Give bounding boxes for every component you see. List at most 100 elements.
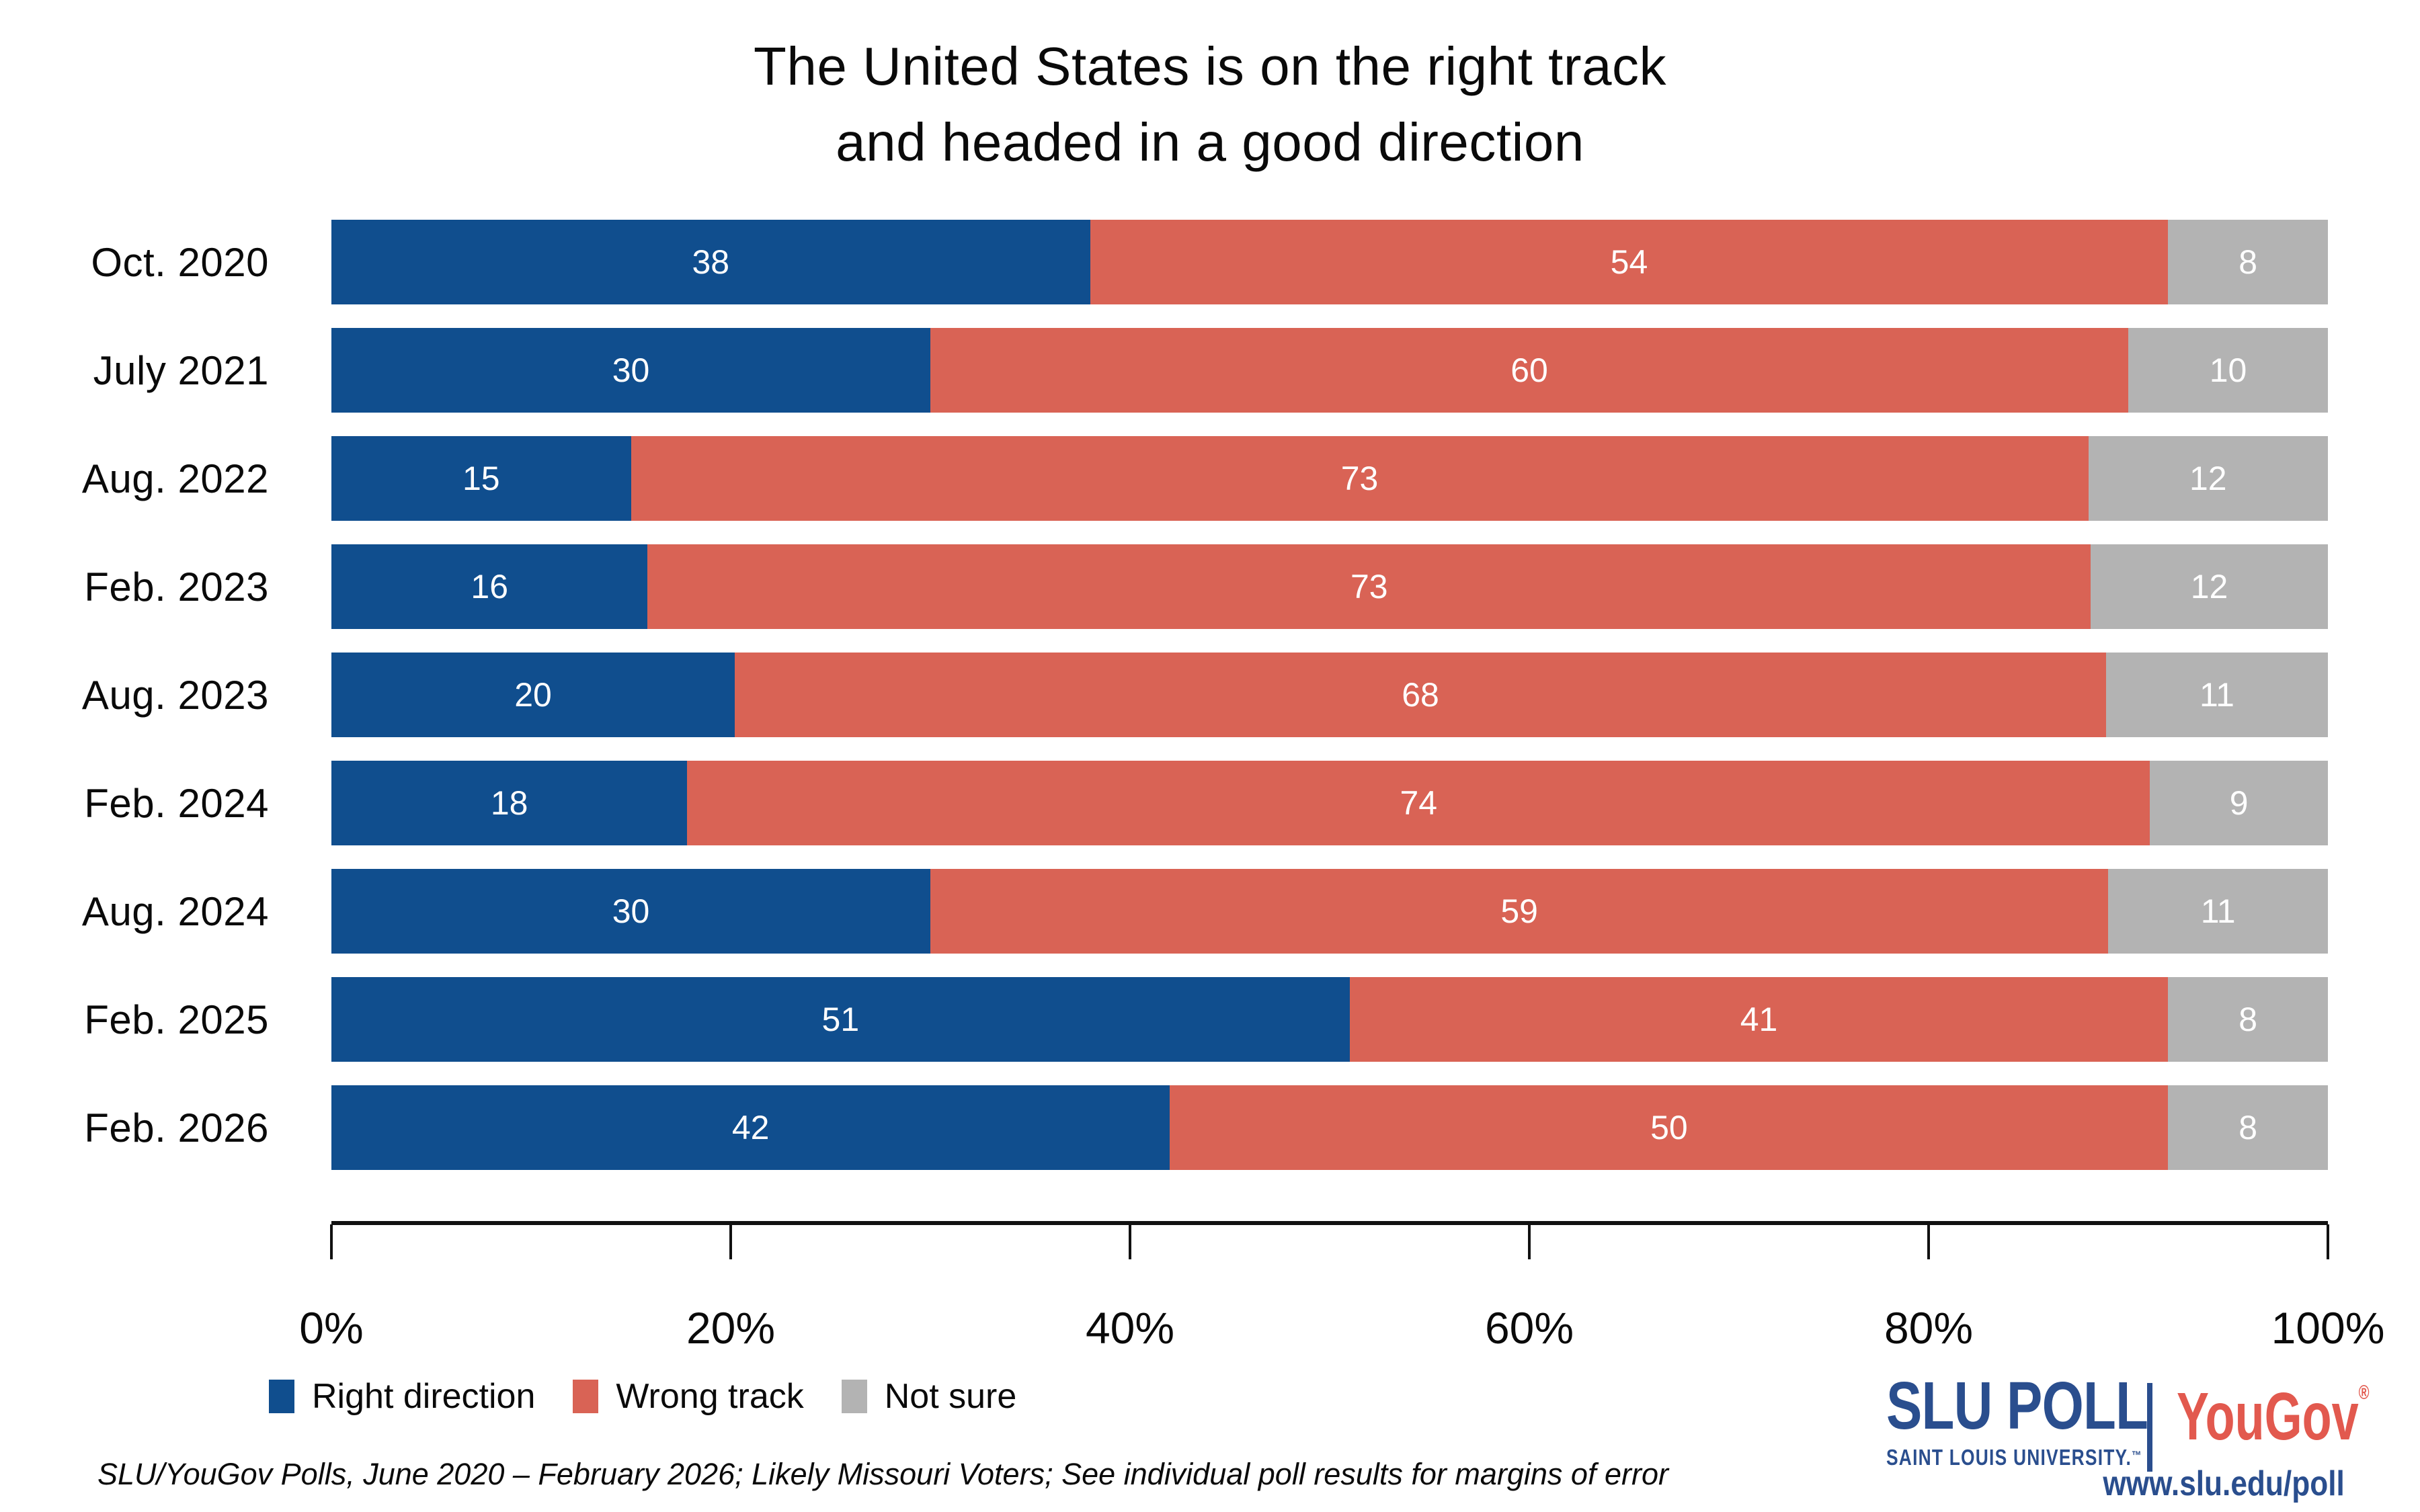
bar-value-label: 12	[2189, 460, 2227, 497]
bar-row: Feb. 2025 51 41 8	[0, 977, 2328, 1062]
chart-title-line2: and headed in a good direction	[836, 112, 1584, 172]
axis-tick-label: 0%	[299, 1303, 364, 1353]
bar-value-label: 8	[2238, 1001, 2258, 1038]
axis-tick-label: 60%	[1484, 1303, 1574, 1353]
bar-segment-wrong-track: 60	[930, 328, 2128, 413]
bar-value-label: 73	[1350, 568, 1388, 605]
stacked-bar: 30 60 10	[331, 328, 2328, 413]
category-label: Feb. 2025	[84, 997, 269, 1042]
bar-value-label: 12	[2190, 568, 2228, 605]
bar-value-label: 59	[1500, 892, 1538, 930]
bar-row: Feb. 2023 16 73 12	[0, 544, 2328, 629]
bar-value-label: 30	[612, 892, 650, 930]
bar-value-label: 73	[1340, 460, 1379, 497]
category-label: Aug. 2022	[81, 456, 269, 501]
category-label: Feb. 2023	[84, 564, 269, 610]
slu-poll-logo: SLU POLL SAINT LOUIS UNIVERSITY.™	[1886, 1372, 2148, 1470]
bar-value-label: 41	[1740, 1001, 1778, 1038]
axis-tick	[330, 1224, 333, 1259]
category-label: July 2021	[93, 347, 269, 393]
bar-segment-not-sure: 12	[2088, 436, 2328, 521]
bar-value-label: 20	[514, 676, 552, 714]
bar-row: Aug. 2023 20 68 11	[0, 653, 2328, 737]
axis-tick-label: 100%	[2271, 1303, 2385, 1353]
bar-value-label: 11	[2200, 892, 2236, 930]
bar-row: Feb. 2024 18 74 9	[0, 761, 2328, 845]
axis-tick-label: 80%	[1884, 1303, 1974, 1353]
bar-segment-right-direction: 18	[331, 761, 688, 845]
trademark-symbol: ™	[2131, 1449, 2142, 1462]
bar-segment-wrong-track: 73	[631, 436, 2089, 521]
slu-poll-url: www.slu.edu/poll	[2103, 1464, 2345, 1503]
legend-label: Wrong track	[616, 1377, 804, 1416]
bar-segment-wrong-track: 54	[1090, 220, 2169, 304]
legend-item-wrong-track: Wrong track	[573, 1376, 804, 1417]
axis-tick-label: 40%	[1085, 1303, 1175, 1353]
bar-value-label: 30	[612, 351, 650, 389]
chart-title-line1: The United States is on the right track	[754, 36, 1666, 96]
bar-segment-wrong-track: 73	[647, 544, 2091, 629]
registered-symbol: ®	[2358, 1382, 2370, 1404]
bar-segment-not-sure: 8	[2168, 1085, 2328, 1170]
stacked-bar: 16 73 12	[331, 544, 2328, 629]
bar-value-label: 51	[821, 1001, 860, 1038]
axis-tick	[1129, 1224, 1131, 1259]
category-label: Feb. 2024	[84, 780, 269, 826]
stacked-bar: 15 73 12	[331, 436, 2328, 521]
bar-row: Aug. 2024 30 59 11	[0, 869, 2328, 954]
stacked-bar: 38 54 8	[331, 220, 2328, 304]
bar-row: Feb. 2026 42 50 8	[0, 1085, 2328, 1170]
category-label: Oct. 2020	[91, 239, 269, 285]
legend-label: Right direction	[312, 1377, 536, 1416]
category-label: Aug. 2023	[81, 672, 269, 718]
axis-tick-label: 20%	[686, 1303, 776, 1353]
bar-value-label: 68	[1402, 676, 1439, 714]
legend-label: Not sure	[884, 1377, 1017, 1416]
stacked-bar: 18 74 9	[331, 761, 2328, 845]
bar-segment-not-sure: 11	[2108, 869, 2328, 954]
bar-segment-right-direction: 42	[331, 1085, 1170, 1170]
bar-segment-not-sure: 8	[2168, 220, 2328, 304]
bar-value-label: 11	[2200, 676, 2234, 714]
axis-tick	[729, 1224, 732, 1259]
bar-value-label: 54	[1610, 243, 1648, 281]
x-axis-line	[330, 1221, 2329, 1259]
bar-value-label: 38	[692, 243, 730, 281]
source-note: SLU/YouGov Polls, June 2020 – February 2…	[97, 1457, 1668, 1491]
legend-swatch	[841, 1380, 867, 1413]
bar-value-label: 10	[2209, 351, 2247, 389]
bar-segment-wrong-track: 68	[735, 653, 2106, 737]
bar-value-label: 74	[1400, 784, 1438, 822]
slu-poll-wordmark: SLU POLL	[1886, 1368, 2148, 1443]
stacked-bar: 30 59 11	[331, 869, 2328, 954]
bar-segment-right-direction: 38	[331, 220, 1090, 304]
bar-rows: Oct. 2020 38 54 8 July 2021 30 60 10 Aug. 2022 15…	[0, 220, 2328, 1193]
bar-segment-not-sure: 12	[2091, 544, 2328, 629]
bar-segment-right-direction: 20	[331, 653, 735, 737]
category-label: Aug. 2024	[81, 888, 269, 934]
legend-item-not-sure: Not sure	[841, 1376, 1017, 1417]
bar-row: July 2021 30 60 10	[0, 328, 2328, 413]
logo-divider	[2147, 1383, 2152, 1472]
bar-segment-wrong-track: 50	[1170, 1085, 2169, 1170]
legend-item-right-direction: Right direction	[269, 1376, 535, 1417]
bar-row: Aug. 2022 15 73 12	[0, 436, 2328, 521]
bar-value-label: 18	[490, 784, 528, 822]
bar-value-label: 8	[2238, 243, 2258, 281]
bar-value-label: 42	[731, 1109, 770, 1146]
x-axis-labels: 0% 20% 40% 60% 80% 100%	[299, 1302, 2384, 1356]
bar-segment-right-direction: 51	[331, 977, 1350, 1062]
bar-segment-right-direction: 16	[331, 544, 648, 629]
bar-segment-right-direction: 15	[331, 436, 631, 521]
bar-row: Oct. 2020 38 54 8	[0, 220, 2328, 304]
slu-university-wordmark: SAINT LOUIS UNIVERSITY.™	[1886, 1445, 2142, 1470]
bar-value-label: 9	[2229, 784, 2249, 822]
bar-value-label: 15	[462, 460, 500, 497]
stacked-bar: 20 68 11	[331, 653, 2328, 737]
chart-title: The United States is on the right track …	[0, 28, 2420, 180]
bar-segment-right-direction: 30	[331, 869, 930, 954]
bar-segment-wrong-track: 74	[687, 761, 2150, 845]
yougov-logo: YouGov®	[2177, 1379, 2370, 1454]
legend-swatch	[269, 1380, 294, 1413]
bar-value-label: 60	[1510, 351, 1548, 389]
